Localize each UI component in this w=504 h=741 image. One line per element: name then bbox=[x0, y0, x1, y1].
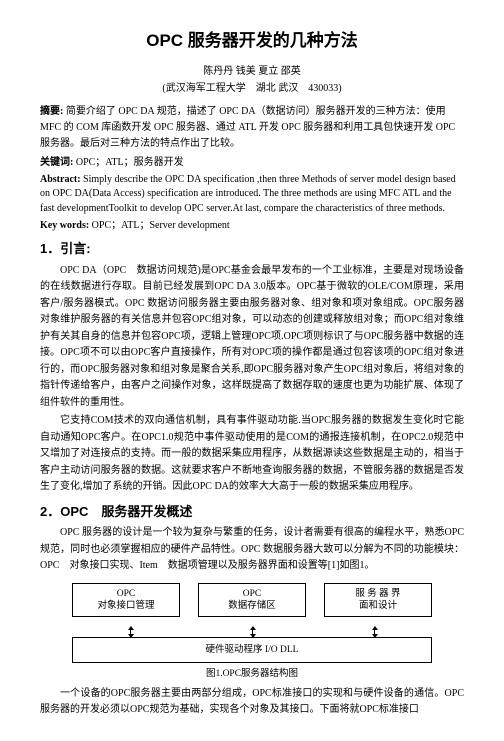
figure-box-driver: 硬件驱动程序 I/O DLL bbox=[72, 637, 432, 663]
figure-1-caption: 图1.OPC服务器结构图 bbox=[72, 667, 432, 681]
abstract-cn-text: 简要介绍了 OPC DA 规范，描述了 OPC DA（数据访问）服务器开发的三种… bbox=[40, 106, 455, 149]
figure-1: OPC 对象接口管理 OPC 数据存储区 服 务 器 界 面和设计 硬件驱动程序… bbox=[72, 583, 432, 682]
figure-box-interface: OPC 对象接口管理 bbox=[72, 583, 180, 618]
keywords-en: Key words: OPC；ATL；Server development bbox=[40, 218, 464, 233]
abstract-en-text: Simply describe the OPC DA specification… bbox=[40, 174, 456, 214]
figure-arrows bbox=[72, 627, 432, 637]
figure-box-storage: OPC 数据存储区 bbox=[198, 583, 306, 618]
abstract-en: Abstract: Simply describe the OPC DA spe… bbox=[40, 173, 464, 217]
keywords-cn-label: 关键词: bbox=[40, 157, 73, 168]
section-1-heading: 1．引言: bbox=[40, 239, 464, 259]
page-title: OPC 服务器开发的几种方法 bbox=[40, 28, 464, 54]
figure-box-3-line-1: 服 务 器 界 bbox=[327, 588, 429, 600]
abstract-cn: 摘要: 简要介绍了 OPC DA 规范，描述了 OPC DA（数据访问）服务器开… bbox=[40, 104, 464, 152]
figure-box-ui: 服 务 器 界 面和设计 bbox=[324, 583, 432, 618]
figure-box-3-line-2: 面和设计 bbox=[327, 600, 429, 612]
abstract-cn-label: 摘要: bbox=[40, 106, 63, 117]
authors: 陈丹丹 钱美 夏立 邵英 bbox=[40, 64, 464, 79]
keywords-cn: 关键词: OPC；ATL；服务器开发 bbox=[40, 155, 464, 170]
section-2-para-1: OPC 服务器的设计是一个较为复杂与繁重的任务，设计者需要有很高的编程水平，熟悉… bbox=[40, 525, 464, 575]
figure-box-1-line-1: OPC bbox=[75, 588, 177, 600]
figure-box-2-line-2: 数据存储区 bbox=[201, 600, 303, 612]
figure-box-2-line-1: OPC bbox=[201, 588, 303, 600]
section-1-para-1: OPC DA（OPC 数据访问规范)是OPC基金会最早发布的一个工业标准，主要是… bbox=[40, 263, 464, 412]
keywords-cn-text: OPC；ATL；服务器开发 bbox=[76, 157, 184, 168]
affiliation: (武汉海军工程大学 湖北 武汉 430033) bbox=[40, 81, 464, 96]
section-1-para-2: 它支持COM技术的双向通信机制，具有事件驱动功能.当OPC服务器的数据发生变化时… bbox=[40, 413, 464, 496]
section-2-heading: 2．OPC 服务器开发概述 bbox=[40, 502, 464, 522]
section-2-para-2: 一个设备的OPC服务器主要由两部分组成，OPC标准接口的实现和与硬件设备的通信。… bbox=[40, 686, 464, 719]
keywords-en-label: Key words: bbox=[40, 220, 89, 231]
abstract-en-label: Abstract: bbox=[40, 174, 81, 185]
keywords-en-text: OPC；ATL；Server development bbox=[92, 220, 230, 231]
figure-box-1-line-2: 对象接口管理 bbox=[75, 600, 177, 612]
